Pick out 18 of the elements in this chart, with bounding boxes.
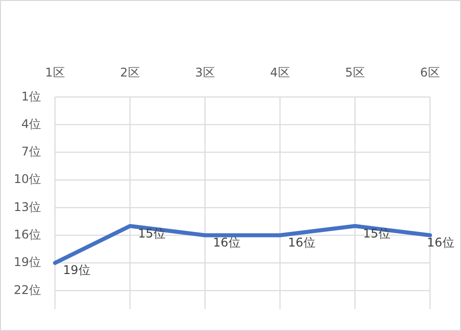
data-label: 16位 <box>213 236 240 250</box>
x-tick-label: 3区 <box>195 65 215 80</box>
y-tick-label: 22位 <box>14 282 41 297</box>
y-tick-label: 13位 <box>14 200 41 214</box>
y-tick-label: 1位 <box>21 89 41 104</box>
data-label: 19位 <box>63 263 90 278</box>
y-tick-label: 19位 <box>14 255 41 270</box>
x-tick-label: 6区 <box>420 65 440 80</box>
y-tick-label: 10位 <box>14 172 41 186</box>
x-tick-label: 4区 <box>270 65 290 80</box>
data-label: 16位 <box>288 236 316 250</box>
x-tick-label: 2区 <box>120 65 140 80</box>
y-tick-label: 7位 <box>21 144 41 159</box>
y-tick-label: 4位 <box>21 116 41 131</box>
x-tick-label: 1区 <box>45 65 65 80</box>
data-label: 16位 <box>427 236 454 250</box>
y-tick-label: 16位 <box>14 228 41 242</box>
x-tick-label: 5区 <box>345 65 365 80</box>
